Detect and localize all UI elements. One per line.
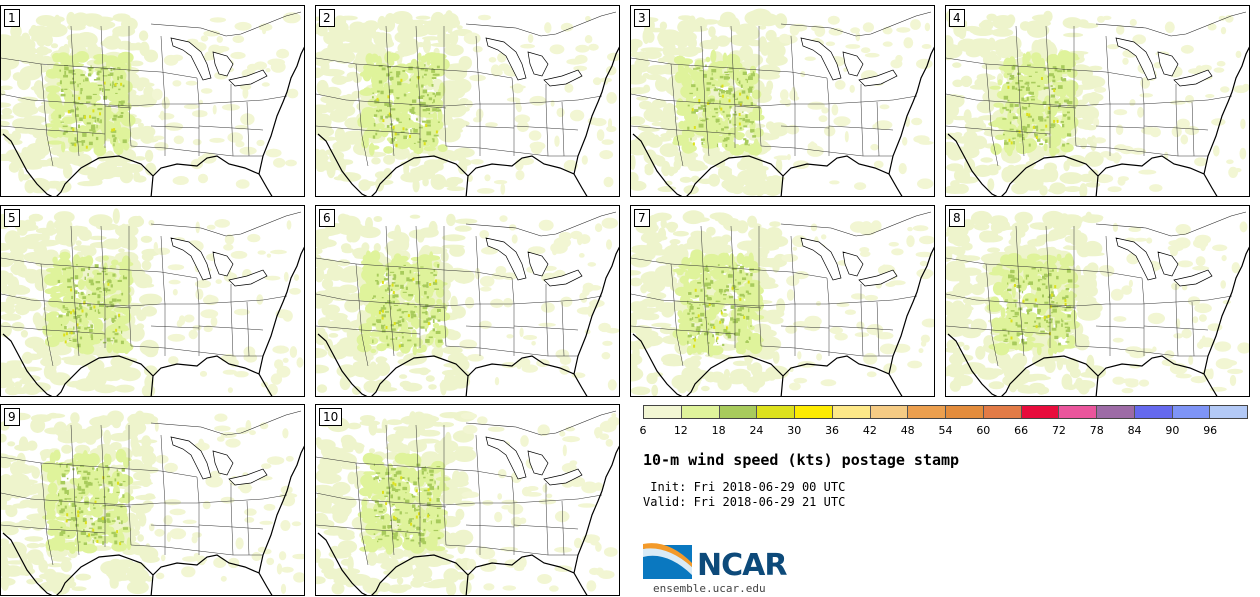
member-panel: 2 <box>315 5 620 197</box>
member-label: 9 <box>4 408 20 426</box>
colorbar-ticks: 6 12 18 24 30 36 42 48 54 60 66 72 78 84 90 96 <box>639 424 1248 438</box>
colorbar-tick-label: 78 <box>1089 424 1104 437</box>
map-canvas <box>631 210 934 396</box>
map-canvas <box>1 410 304 595</box>
colorbar-tick-label: 66 <box>1014 424 1029 437</box>
member-label: 6 <box>319 209 335 227</box>
map-canvas <box>1 11 304 196</box>
colorbar-tick-label: 12 <box>673 424 688 437</box>
map-canvas <box>1 208 304 396</box>
site-url: ensemble.ucar.edu <box>653 582 766 595</box>
colorbar-swatch <box>1134 406 1173 418</box>
colorbar-swatch <box>870 406 909 418</box>
member-panel: 9 <box>0 404 305 596</box>
colorbar-tick-label: 96 <box>1203 424 1218 437</box>
colorbar-swatch <box>1021 406 1060 418</box>
valid-time: Valid: Fri 2018-06-29 21 UTC <box>643 495 846 509</box>
map-canvas <box>946 210 1249 396</box>
colorbar-tick-label: 54 <box>938 424 953 437</box>
member-panel: 6 <box>315 205 620 397</box>
colorbar-tick-label: 30 <box>787 424 802 437</box>
member-panel: 7 <box>630 205 935 397</box>
colorbar-swatch <box>1210 406 1247 418</box>
member-panel: 5 <box>0 205 305 397</box>
colorbar-swatch <box>1097 406 1135 418</box>
colorbar-swatch <box>1172 406 1211 418</box>
colorbar-swatch <box>681 406 720 418</box>
plot-title: 10-m wind speed (kts) postage stamp <box>643 451 960 469</box>
colorbar <box>643 405 1248 419</box>
colorbar-tick-label: 60 <box>976 424 991 437</box>
colorbar-swatch <box>1059 406 1097 418</box>
member-label: 3 <box>634 9 650 27</box>
colorbar-tick-label: 6 <box>639 424 647 437</box>
member-panel: 10 <box>315 404 620 596</box>
member-label: 5 <box>4 209 20 227</box>
member-label: 4 <box>949 9 965 27</box>
map-canvas <box>316 10 619 196</box>
colorbar-tick-label: 24 <box>749 424 764 437</box>
map-canvas <box>316 211 619 396</box>
colorbar-swatch <box>983 406 1022 418</box>
colorbar-tick-label: 72 <box>1051 424 1066 437</box>
member-panel: 3 <box>630 5 935 197</box>
member-panel: 8 <box>945 205 1250 397</box>
map-canvas <box>946 8 1249 196</box>
colorbar-tick-label: 90 <box>1165 424 1180 437</box>
colorbar-swatch <box>832 406 871 418</box>
colorbar-tick-label: 18 <box>711 424 726 437</box>
colorbar-swatch <box>719 406 758 418</box>
member-label: 10 <box>319 408 343 426</box>
colorbar-tick-label: 48 <box>900 424 915 437</box>
member-label: 8 <box>949 209 965 227</box>
init-time: Init: Fri 2018-06-29 00 UTC <box>643 480 846 494</box>
colorbar-swatch <box>757 406 795 418</box>
member-label: 2 <box>319 9 335 27</box>
map-canvas <box>316 410 619 595</box>
colorbar-swatch <box>946 406 984 418</box>
member-label: 1 <box>4 9 20 27</box>
member-panel: 4 <box>945 5 1250 197</box>
colorbar-tick-label: 36 <box>825 424 840 437</box>
logo-text: NCAR <box>697 548 787 583</box>
colorbar-swatch <box>795 406 833 418</box>
colorbar-swatch <box>908 406 946 418</box>
member-label: 7 <box>634 209 650 227</box>
map-canvas <box>631 8 934 196</box>
colorbar-tick-label: 84 <box>1127 424 1142 437</box>
member-panel: 1 <box>0 5 305 197</box>
colorbar-swatch <box>644 406 682 418</box>
ncar-logo-icon <box>643 543 692 579</box>
colorbar-tick-label: 42 <box>862 424 877 437</box>
